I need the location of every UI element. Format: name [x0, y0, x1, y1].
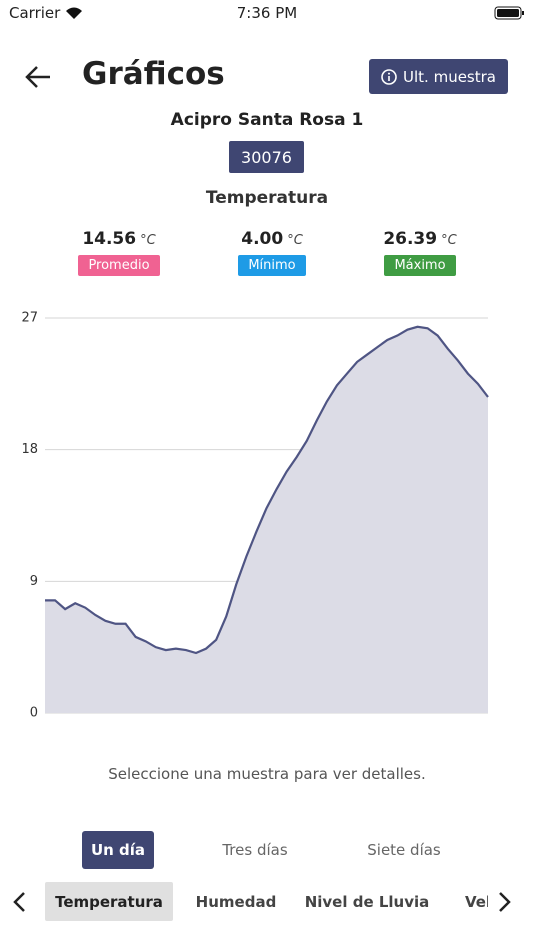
stat-value: 4.00 [241, 229, 284, 249]
stat: 14.56 °C Promedio [44, 229, 194, 276]
area-fill [45, 326, 488, 713]
stat-label: Mínimo [238, 255, 306, 276]
y-tick-label: 9 [30, 574, 38, 589]
wifi-icon [66, 7, 82, 19]
chart: 0 9 18 27 [21, 311, 489, 721]
station-name: Acipro Santa Rosa 1 [170, 110, 364, 130]
stat-value-row: 4.00 °C [197, 229, 347, 249]
back-button[interactable] [24, 64, 52, 90]
y-tick-label: 0 [30, 706, 38, 721]
stat: 26.39 °C Máximo [345, 229, 495, 276]
stat-value-row: 14.56 °C [44, 229, 194, 249]
station-id: 30076 [229, 141, 304, 173]
y-tick-label: 27 [21, 311, 38, 326]
range-tab[interactable]: Un día [82, 831, 154, 869]
variable-tabs: Temperatura Humedad Nivel de Lluvia Vel [40, 0, 488, 950]
stat-unit: °C [287, 233, 303, 248]
line [45, 325, 489, 655]
stat-label: Máximo [384, 255, 456, 276]
next-arrow[interactable] [494, 890, 514, 914]
variable-tab[interactable]: Vel [464, 892, 488, 911]
battery-icon [494, 6, 524, 20]
stat: 4.00 °C Mínimo [197, 229, 347, 276]
last-sample-button[interactable]: Ult. muestra [369, 59, 508, 94]
info-icon [381, 68, 397, 85]
variable-tab[interactable]: Temperatura [45, 882, 173, 921]
variable-tab[interactable]: Nivel de Lluvia [304, 892, 430, 911]
hint: Seleccione una muestra para ver detalles… [108, 765, 426, 783]
y-tick-label: 18 [21, 442, 38, 457]
variable-tab[interactable]: Humedad [195, 892, 277, 911]
stat-value-row: 26.39 °C [345, 229, 495, 249]
variable-title: Temperatura [205, 188, 329, 208]
stat-unit: °C [140, 233, 156, 248]
stat-value: 14.56 [82, 229, 137, 249]
carrier: Carrier [9, 4, 61, 22]
range-tab[interactable]: Tres días [222, 841, 288, 859]
range-tab[interactable]: Siete días [367, 841, 441, 859]
stat-unit: °C [441, 233, 457, 248]
stat-value: 26.39 [383, 229, 438, 249]
time: 7:36 PM [236, 4, 298, 22]
stat-label: Promedio [78, 255, 160, 276]
button-label: Ult. muestra [403, 67, 496, 86]
page-title: Gráficos [82, 56, 225, 92]
prev-arrow[interactable] [10, 890, 30, 914]
